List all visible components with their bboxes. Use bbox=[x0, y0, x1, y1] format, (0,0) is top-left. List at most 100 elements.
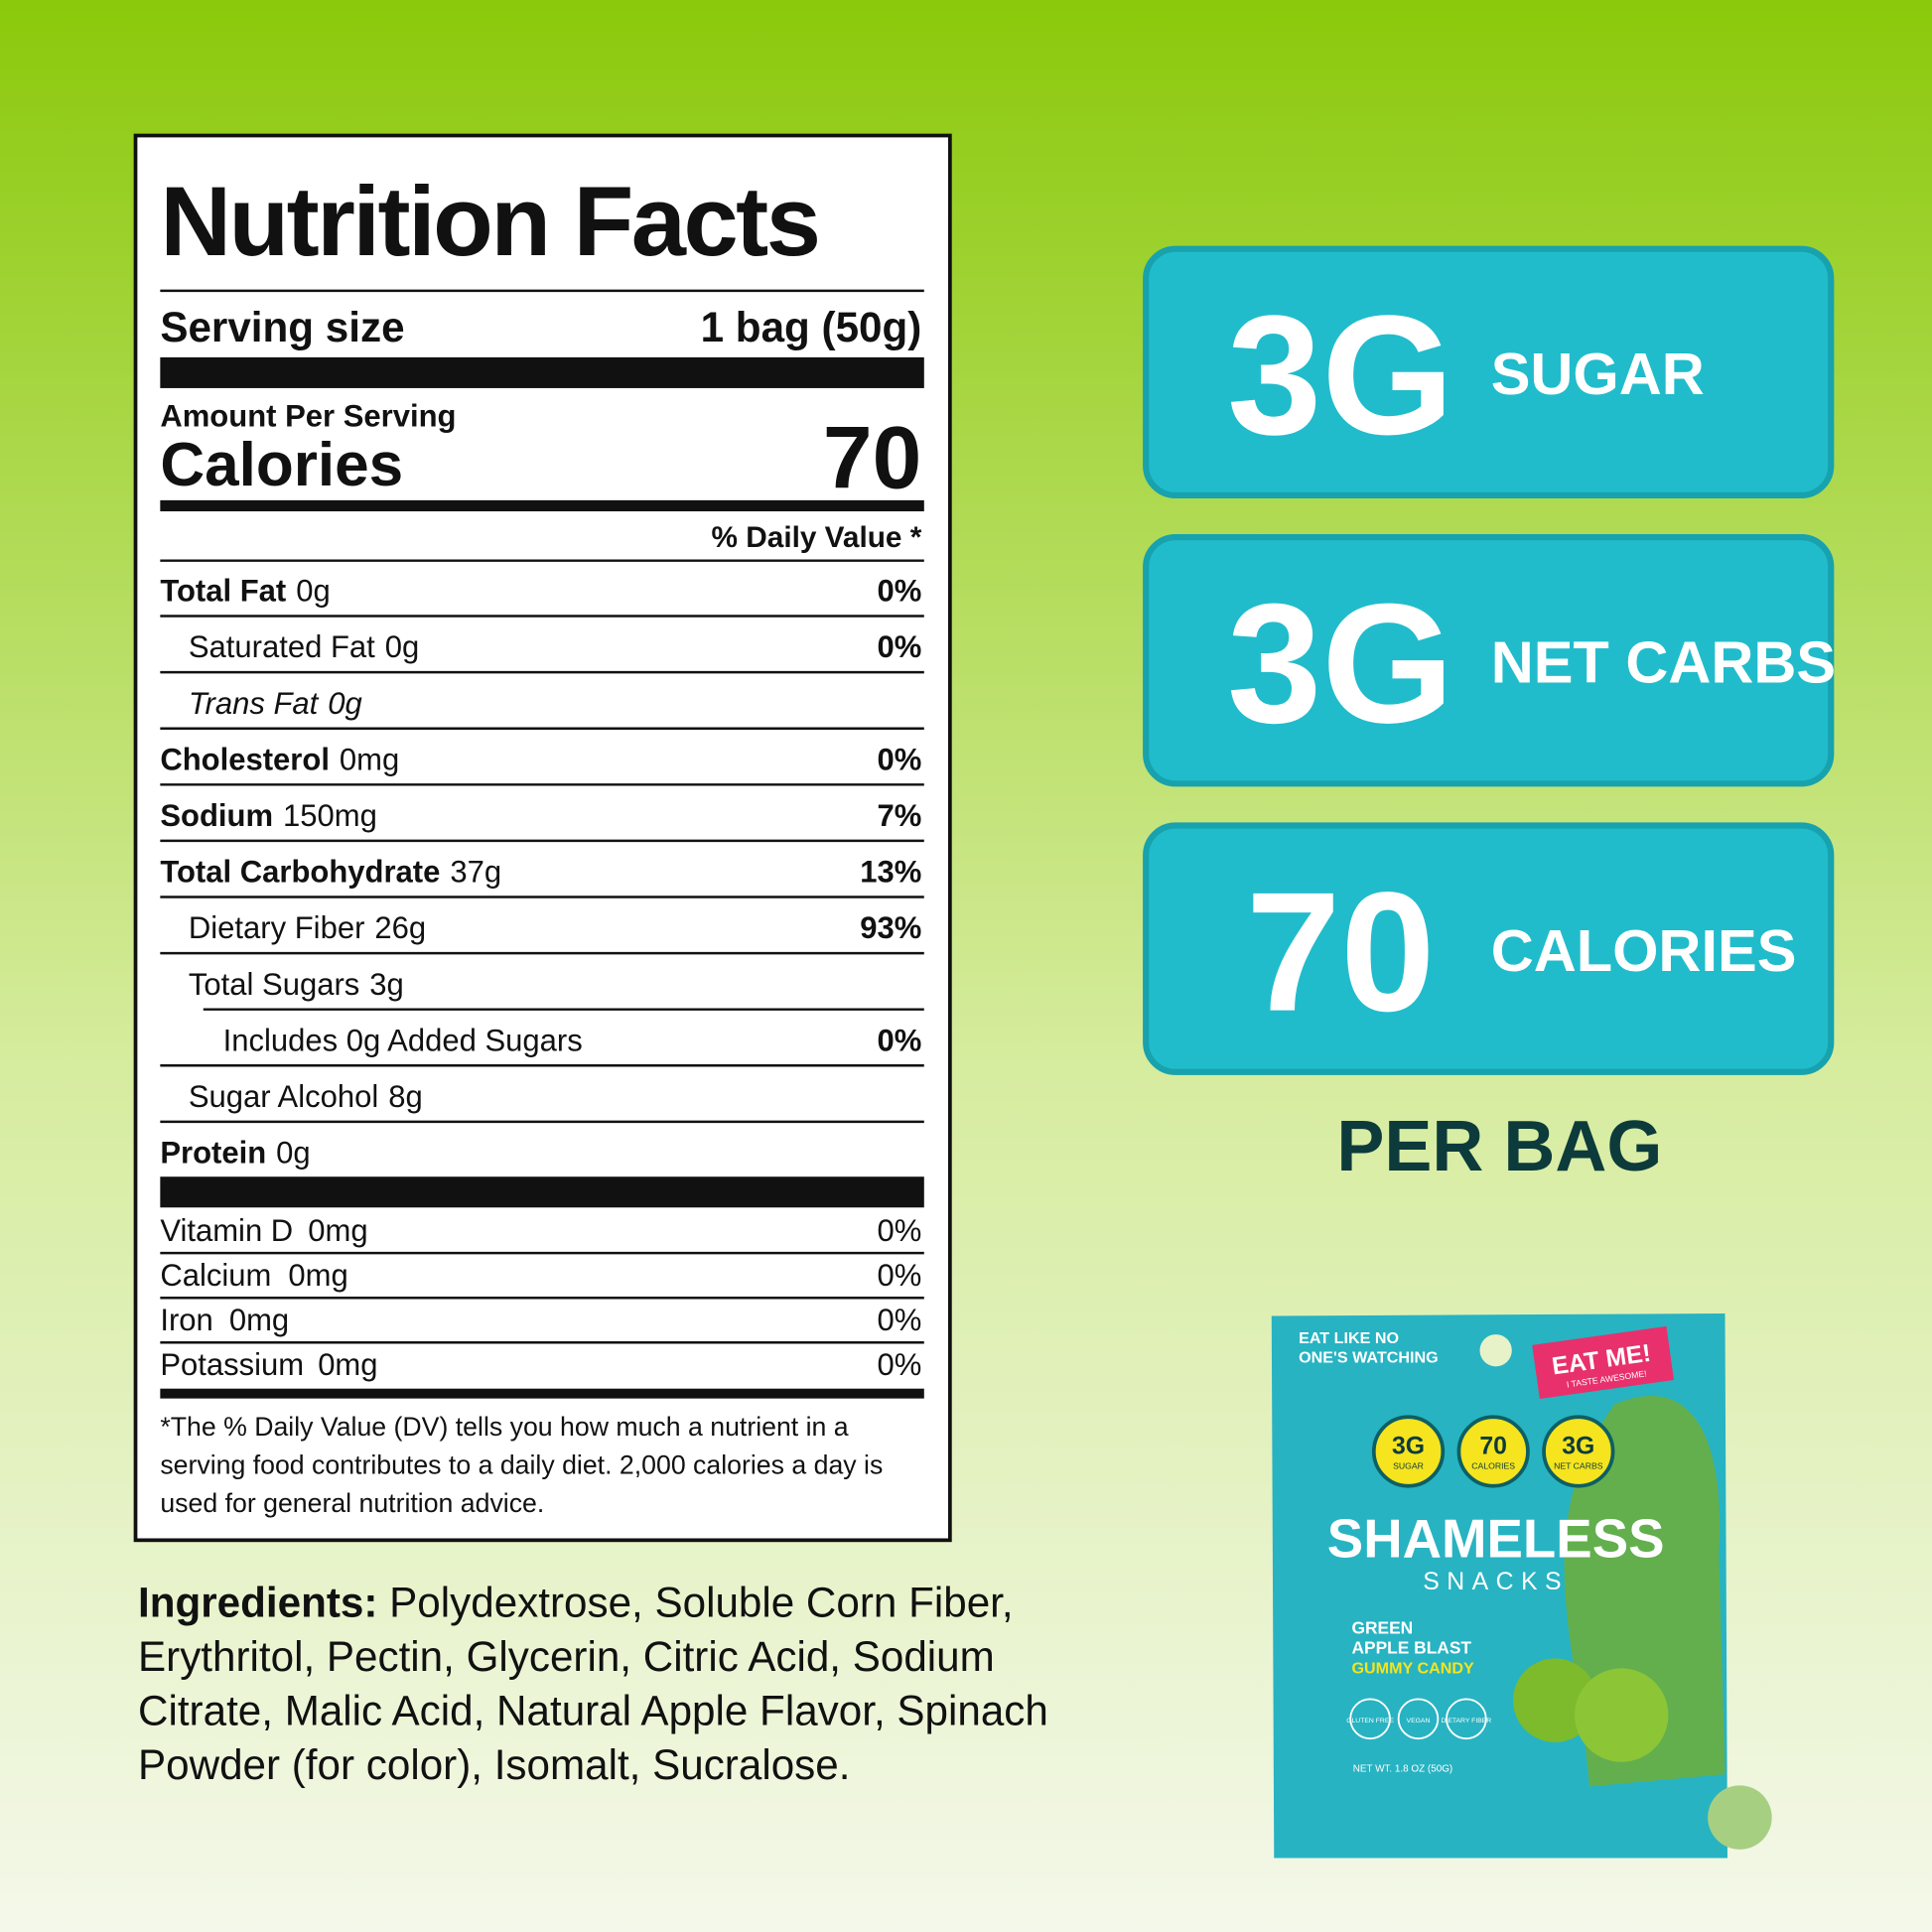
nutrient-name: Trans Fat bbox=[189, 686, 320, 721]
brand: SHAMELESS bbox=[1327, 1509, 1665, 1570]
tagline: ONE'S WATCHING bbox=[1299, 1349, 1439, 1367]
flavor: GREEN bbox=[1351, 1618, 1413, 1638]
nutrient-amount: 26g bbox=[374, 910, 426, 945]
nutrient-row: Cholesterol 0mg bbox=[160, 742, 399, 776]
nutrient-name: Sugar Alcohol bbox=[189, 1079, 378, 1114]
nutrient-row: Dietary Fiber 26g bbox=[189, 910, 426, 945]
highlight-value: 3G bbox=[1227, 569, 1453, 759]
badge-label: SUGAR bbox=[1393, 1460, 1424, 1470]
nutrient-row: Protein 0g bbox=[160, 1136, 310, 1171]
nutrient-amount: 0g bbox=[328, 686, 362, 721]
daily-value: 0% bbox=[877, 574, 921, 609]
calories-label: Calories bbox=[160, 431, 403, 499]
footnote: serving food contributes to a daily diet… bbox=[160, 1449, 883, 1479]
vitamin-dv: 0% bbox=[877, 1213, 921, 1248]
highlight-card bbox=[1143, 822, 1835, 1075]
dv-header: % Daily Value * bbox=[712, 521, 922, 554]
vitamin-dv: 0% bbox=[877, 1347, 921, 1382]
nutrient-row: Saturated Fat 0g bbox=[189, 629, 419, 664]
badge-label: CALORIES bbox=[1471, 1460, 1515, 1470]
apple bbox=[1575, 1668, 1669, 1762]
nutrient-name: Saturated Fat bbox=[189, 629, 375, 664]
vitamin-amount: 0mg bbox=[318, 1347, 377, 1382]
ingredients-line: Polydextrose, Soluble Corn Fiber, bbox=[377, 1579, 1013, 1625]
nutrient-row: Includes 0g Added Sugars bbox=[223, 1023, 583, 1057]
daily-value: 93% bbox=[860, 910, 921, 945]
serving-size: 1 bag (50g) bbox=[701, 304, 922, 350]
nutrient-amount: 0g bbox=[296, 574, 331, 609]
ingredients-line: Citrate, Malic Acid, Natural Apple Flavo… bbox=[138, 1687, 1048, 1733]
vitamin-name: Vitamin D bbox=[160, 1213, 293, 1248]
highlight-card bbox=[1143, 534, 1835, 787]
footnote: *The % Daily Value (DV) tells you how mu… bbox=[160, 1412, 848, 1442]
vitamin-dv: 0% bbox=[877, 1303, 921, 1337]
badge bbox=[1456, 1415, 1530, 1488]
badge bbox=[1371, 1415, 1446, 1488]
daily-value: 0% bbox=[877, 629, 921, 664]
ingredients-label: Ingredients: bbox=[138, 1579, 377, 1625]
vitamin-name: Iron bbox=[160, 1303, 212, 1337]
nutrient-row: Sodium 150mg bbox=[160, 798, 377, 833]
daily-value: 7% bbox=[877, 798, 921, 833]
icon-label: DIETARY FIBER bbox=[1442, 1718, 1492, 1725]
ingredients-line: Powder (for color), Isomalt, Sucralose. bbox=[138, 1741, 850, 1788]
nutrient-name: Total Fat bbox=[160, 574, 286, 609]
thick-rule bbox=[160, 356, 924, 388]
highlight-label: CALORIES bbox=[1491, 917, 1797, 984]
nutrient-row: Total Carbohydrate 37g bbox=[160, 855, 501, 890]
icon bbox=[1446, 1698, 1487, 1740]
highlight-label: NET CARBS bbox=[1491, 629, 1836, 696]
ingredients: Ingredients: Polydextrose, Soluble Corn … bbox=[138, 1579, 1014, 1625]
tagline: EAT LIKE NO bbox=[1299, 1329, 1399, 1347]
nutrient-amount: 3g bbox=[369, 967, 404, 1002]
product: GUMMY CANDY bbox=[1351, 1659, 1474, 1677]
nutrient-amount: 0mg bbox=[340, 742, 399, 776]
nutrient-amount: 37g bbox=[450, 855, 501, 890]
footnote: used for general nutrition advice. bbox=[160, 1488, 544, 1518]
nutrient-row: Total Sugars 3g bbox=[189, 967, 404, 1002]
brand-sub: SNACKS bbox=[1423, 1569, 1569, 1595]
highlight-card bbox=[1143, 245, 1835, 499]
vitamin-amount: 0mg bbox=[229, 1303, 289, 1337]
amount-label: Amount Per Serving bbox=[160, 398, 456, 433]
badge bbox=[1542, 1415, 1615, 1488]
nutrient-name: Total Carbohydrate bbox=[160, 855, 440, 890]
per-bag: PER BAG bbox=[1336, 1107, 1662, 1186]
daily-value: 13% bbox=[860, 855, 921, 890]
serving-label: Serving size bbox=[160, 304, 404, 350]
icon-label: GLUTEN FREE bbox=[1346, 1718, 1394, 1725]
thick-rule bbox=[160, 1176, 924, 1208]
daily-value: 0% bbox=[877, 1023, 921, 1057]
icon bbox=[1349, 1698, 1391, 1740]
flavor: APPLE BLAST bbox=[1351, 1638, 1471, 1658]
vitamin-name: Calcium bbox=[160, 1258, 271, 1293]
daily-value: 0% bbox=[877, 742, 921, 776]
nutrient-amount: 0g bbox=[276, 1136, 311, 1171]
nutrient-name: Protein bbox=[160, 1136, 266, 1171]
label-title: Nutrition Facts bbox=[160, 167, 818, 277]
medium-rule bbox=[160, 1388, 924, 1399]
nutrient-name: Includes 0g Added Sugars bbox=[223, 1023, 583, 1057]
vitamin-name: Potassium bbox=[160, 1347, 304, 1382]
nutrient-amount: 150mg bbox=[283, 798, 377, 833]
badge-value: 3G bbox=[1562, 1433, 1594, 1459]
sticker bbox=[1532, 1325, 1675, 1399]
gummy-piece bbox=[1708, 1785, 1772, 1850]
hang-hole bbox=[1479, 1334, 1512, 1367]
nutrient-row: Sugar Alcohol 8g bbox=[189, 1079, 423, 1114]
badge-value: 3G bbox=[1392, 1433, 1425, 1459]
vitamin-dv: 0% bbox=[877, 1258, 921, 1293]
highlight-label: SUGAR bbox=[1491, 341, 1705, 407]
highlight-value: 3G bbox=[1227, 281, 1453, 471]
calories-value: 70 bbox=[823, 407, 921, 506]
highlight-value: 70 bbox=[1246, 858, 1435, 1047]
icon bbox=[1397, 1698, 1440, 1740]
nutrient-amount: 8g bbox=[388, 1079, 423, 1114]
badge-label: NET CARBS bbox=[1554, 1460, 1603, 1470]
medium-rule bbox=[160, 499, 924, 512]
net-weight: NET WT. 1.8 OZ (50G) bbox=[1353, 1764, 1453, 1775]
nutrient-row: Trans Fat 0g bbox=[189, 686, 362, 721]
ingredients-line: Erythritol, Pectin, Glycerin, Citric Aci… bbox=[138, 1633, 995, 1680]
nutrient-row: Total Fat 0g bbox=[160, 574, 330, 609]
